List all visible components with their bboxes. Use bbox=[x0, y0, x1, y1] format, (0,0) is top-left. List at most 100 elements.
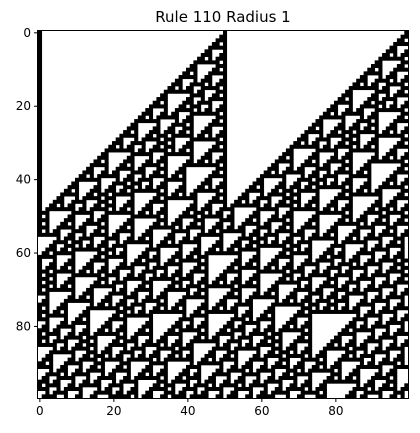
cell-run bbox=[322, 163, 331, 168]
cell-run bbox=[38, 115, 43, 120]
cell-run bbox=[359, 247, 368, 252]
cell-run bbox=[208, 159, 213, 164]
cell-run bbox=[197, 100, 213, 105]
cell-run bbox=[348, 210, 353, 215]
cell-run bbox=[189, 130, 194, 135]
cell-run bbox=[363, 71, 383, 76]
cell-run bbox=[293, 287, 313, 292]
cell-run bbox=[382, 86, 390, 91]
cell-run bbox=[256, 394, 276, 399]
cell-run bbox=[126, 174, 135, 179]
cell-run bbox=[341, 284, 350, 289]
cell-run bbox=[348, 218, 353, 223]
cell-run bbox=[123, 295, 139, 300]
cell-run bbox=[204, 328, 209, 333]
cell-run bbox=[141, 280, 154, 285]
cell-run bbox=[38, 31, 43, 36]
cell-run bbox=[352, 82, 361, 87]
cell-run bbox=[400, 273, 409, 278]
cell-run bbox=[356, 225, 376, 230]
cell-run bbox=[223, 67, 228, 72]
cell-run bbox=[393, 42, 409, 47]
cell-run bbox=[326, 342, 335, 347]
cell-run bbox=[126, 155, 135, 160]
cell-run bbox=[89, 284, 117, 289]
cell-run bbox=[208, 247, 216, 252]
cell-run bbox=[189, 251, 202, 256]
cell-run bbox=[112, 207, 117, 212]
cell-run bbox=[193, 291, 202, 296]
cell-run bbox=[63, 262, 76, 267]
cell-run bbox=[400, 181, 409, 186]
cell-run bbox=[393, 236, 405, 241]
cell-run bbox=[119, 287, 128, 292]
cell-run bbox=[371, 64, 383, 69]
cell-run bbox=[359, 75, 368, 80]
cell-run bbox=[371, 203, 383, 208]
cell-run bbox=[200, 302, 209, 307]
cell-run bbox=[341, 295, 350, 300]
cell-run bbox=[315, 148, 339, 153]
cell-run bbox=[382, 104, 387, 109]
cell-run bbox=[263, 265, 272, 270]
cell-run bbox=[219, 53, 228, 58]
cell-run bbox=[145, 265, 150, 270]
cell-run bbox=[278, 357, 290, 362]
cell-run bbox=[108, 372, 117, 377]
cell-run bbox=[252, 254, 261, 259]
cell-run bbox=[123, 185, 135, 190]
cell-run bbox=[178, 75, 198, 80]
cell-run bbox=[112, 280, 128, 285]
cell-run bbox=[297, 196, 302, 201]
cell-run bbox=[371, 306, 376, 311]
cell-run bbox=[223, 170, 228, 175]
cell-run bbox=[393, 339, 398, 344]
cell-run bbox=[256, 196, 272, 201]
cell-run bbox=[178, 148, 187, 153]
cell-run bbox=[363, 390, 383, 395]
cell-run bbox=[130, 122, 139, 127]
cell-run bbox=[263, 291, 272, 296]
cell-run bbox=[134, 375, 161, 380]
cell-run bbox=[52, 258, 57, 263]
cell-run bbox=[271, 240, 279, 245]
cell-run bbox=[274, 229, 294, 234]
cell-run bbox=[200, 229, 205, 234]
cell-run bbox=[123, 258, 128, 263]
cell-run bbox=[256, 287, 261, 292]
cell-run bbox=[126, 372, 131, 377]
cell-run bbox=[93, 203, 102, 208]
cell-run bbox=[378, 240, 383, 245]
cell-run bbox=[348, 192, 383, 197]
cell-run bbox=[63, 280, 76, 285]
cell-run bbox=[223, 163, 228, 168]
cell-run bbox=[130, 262, 150, 267]
cell-run bbox=[252, 273, 261, 278]
cell-run bbox=[189, 394, 209, 399]
cell-run bbox=[38, 108, 43, 113]
cell-run bbox=[123, 177, 135, 182]
cell-run bbox=[215, 302, 228, 307]
cell-run bbox=[100, 372, 105, 377]
cell-run bbox=[156, 357, 161, 362]
cell-run bbox=[67, 383, 76, 388]
cell-run bbox=[297, 265, 305, 270]
cell-run bbox=[119, 298, 128, 303]
cell-run bbox=[108, 394, 131, 399]
cell-run bbox=[200, 78, 213, 83]
cell-run bbox=[100, 265, 109, 270]
cell-run bbox=[156, 218, 168, 223]
cell-run bbox=[363, 181, 372, 186]
cell-run bbox=[93, 254, 102, 259]
cell-run bbox=[293, 298, 298, 303]
cell-run bbox=[141, 394, 154, 399]
cell-run bbox=[382, 155, 390, 160]
cell-run bbox=[348, 372, 361, 377]
cell-run bbox=[63, 361, 83, 366]
cell-run bbox=[315, 177, 327, 182]
cell-run bbox=[400, 188, 409, 193]
cell-run bbox=[134, 137, 139, 142]
cell-run bbox=[104, 280, 109, 285]
cell-run bbox=[156, 133, 168, 138]
cell-run bbox=[234, 346, 261, 351]
